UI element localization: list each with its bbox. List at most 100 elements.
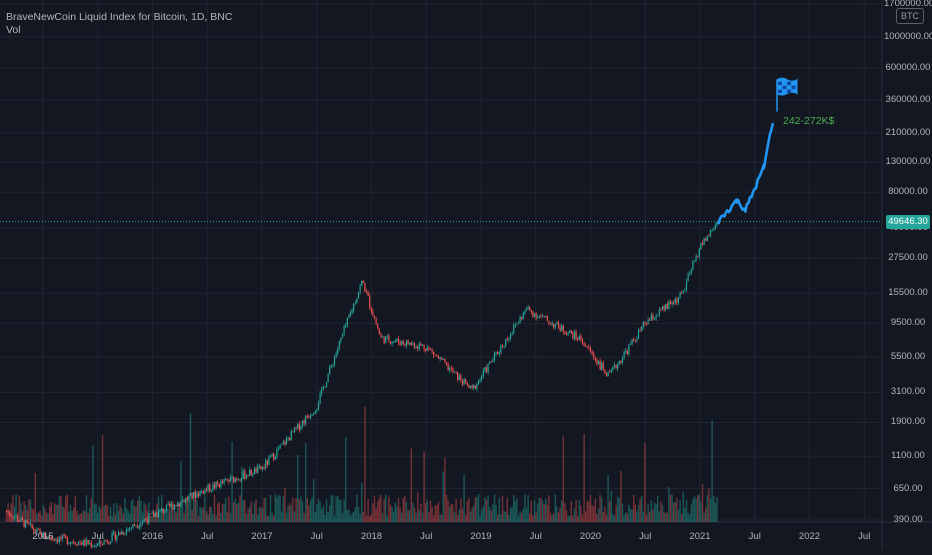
price-tick-label: 1100.00: [891, 450, 925, 462]
candle-body: [636, 339, 638, 341]
volume-bar: [471, 508, 473, 522]
candle-body: [161, 508, 163, 510]
volume-bar: [28, 499, 30, 522]
candle-body: [513, 325, 515, 334]
volume-bar: [285, 512, 288, 522]
candle-body: [452, 368, 454, 372]
currency-badge[interactable]: BTC: [896, 8, 924, 24]
candle-body: [114, 532, 116, 540]
candle-body: [133, 524, 136, 527]
volume-bar: [169, 509, 171, 522]
volume-bar: [540, 497, 542, 522]
volume-bar: [31, 508, 33, 522]
price-tick-label: 27500.00: [888, 251, 928, 263]
time-tick-label: Jul: [91, 531, 104, 542]
volume-bar: [567, 515, 569, 522]
volume-bar: [250, 501, 252, 522]
candle-body: [361, 280, 363, 286]
candle-body: [519, 316, 521, 323]
volume-bar: [132, 499, 134, 522]
candle-body: [333, 357, 336, 365]
candle-body: [471, 385, 473, 388]
candle-body: [628, 344, 630, 354]
candle-body: [593, 353, 595, 358]
candle-body: [658, 309, 660, 316]
candle-body: [450, 368, 452, 370]
volume-bar: [101, 435, 104, 522]
candle-body: [609, 371, 611, 373]
volume-bar: [650, 500, 652, 522]
candle-body: [148, 513, 150, 523]
volume-bar: [322, 505, 324, 522]
candle-body: [116, 535, 118, 540]
candle-body: [292, 431, 294, 433]
volume-bar: [47, 513, 49, 522]
volume-bar: [173, 508, 176, 522]
volume-bar: [361, 482, 363, 522]
candle-body: [44, 533, 46, 539]
volume-bar: [714, 502, 716, 522]
candle-body: [610, 370, 612, 373]
candle-body: [449, 368, 451, 371]
volume-bar: [106, 505, 108, 522]
volume-bar: [265, 498, 267, 522]
volume-bar: [53, 502, 56, 522]
candle-body: [167, 503, 169, 505]
volume-bar: [108, 515, 110, 522]
candle-body: [140, 523, 142, 527]
volume-bar: [404, 496, 406, 522]
volume-bar: [218, 501, 220, 522]
volume-bar: [610, 490, 612, 522]
candle-body: [501, 345, 504, 347]
candle-body: [282, 441, 284, 444]
candle-body: [492, 360, 494, 363]
volume-bar: [29, 499, 32, 522]
volume-bar: [583, 434, 585, 522]
volume-bar: [447, 500, 449, 522]
volume-bar: [85, 495, 88, 522]
volume-bar: [220, 513, 222, 522]
volume-bar: [553, 513, 555, 522]
volume-bar: [503, 510, 505, 522]
volume-bar: [225, 497, 227, 522]
candle-body: [271, 453, 273, 457]
volume-bar: [268, 515, 270, 522]
candle-body: [55, 539, 57, 541]
candle-body: [583, 344, 585, 346]
candle-body: [348, 315, 350, 318]
candle-body: [461, 381, 464, 385]
candle-body: [98, 540, 100, 545]
candle-body: [36, 528, 38, 533]
volume-bar: [481, 509, 483, 522]
volume-bar: [687, 512, 689, 522]
volume-bar: [615, 505, 617, 522]
volume-bar: [172, 513, 174, 522]
volume-bar: [367, 499, 369, 522]
volume-bar: [370, 514, 372, 522]
candle-body: [207, 484, 209, 490]
volume-bar: [482, 505, 484, 522]
volume-bar: [236, 504, 238, 522]
candle-body: [335, 353, 337, 358]
volume-bar: [316, 504, 318, 522]
volume-bar: [321, 508, 323, 522]
volume-bar: [565, 510, 568, 522]
volume-bar: [269, 494, 272, 522]
volume-bar: [562, 436, 564, 522]
candle-body: [703, 238, 705, 245]
candle-body: [327, 374, 329, 383]
price-tick-label: 80000.00: [888, 186, 928, 198]
volume-bar: [89, 508, 91, 522]
volume-bar: [73, 507, 75, 522]
candle-body: [578, 336, 580, 340]
volume-bar: [444, 457, 446, 522]
volume-bar: [682, 492, 684, 522]
volume-bar: [693, 495, 696, 522]
candle-body: [170, 504, 172, 507]
candle-body: [325, 382, 328, 388]
candle-body: [693, 260, 696, 262]
volume-bar: [186, 499, 188, 522]
volume-bar: [317, 499, 320, 522]
